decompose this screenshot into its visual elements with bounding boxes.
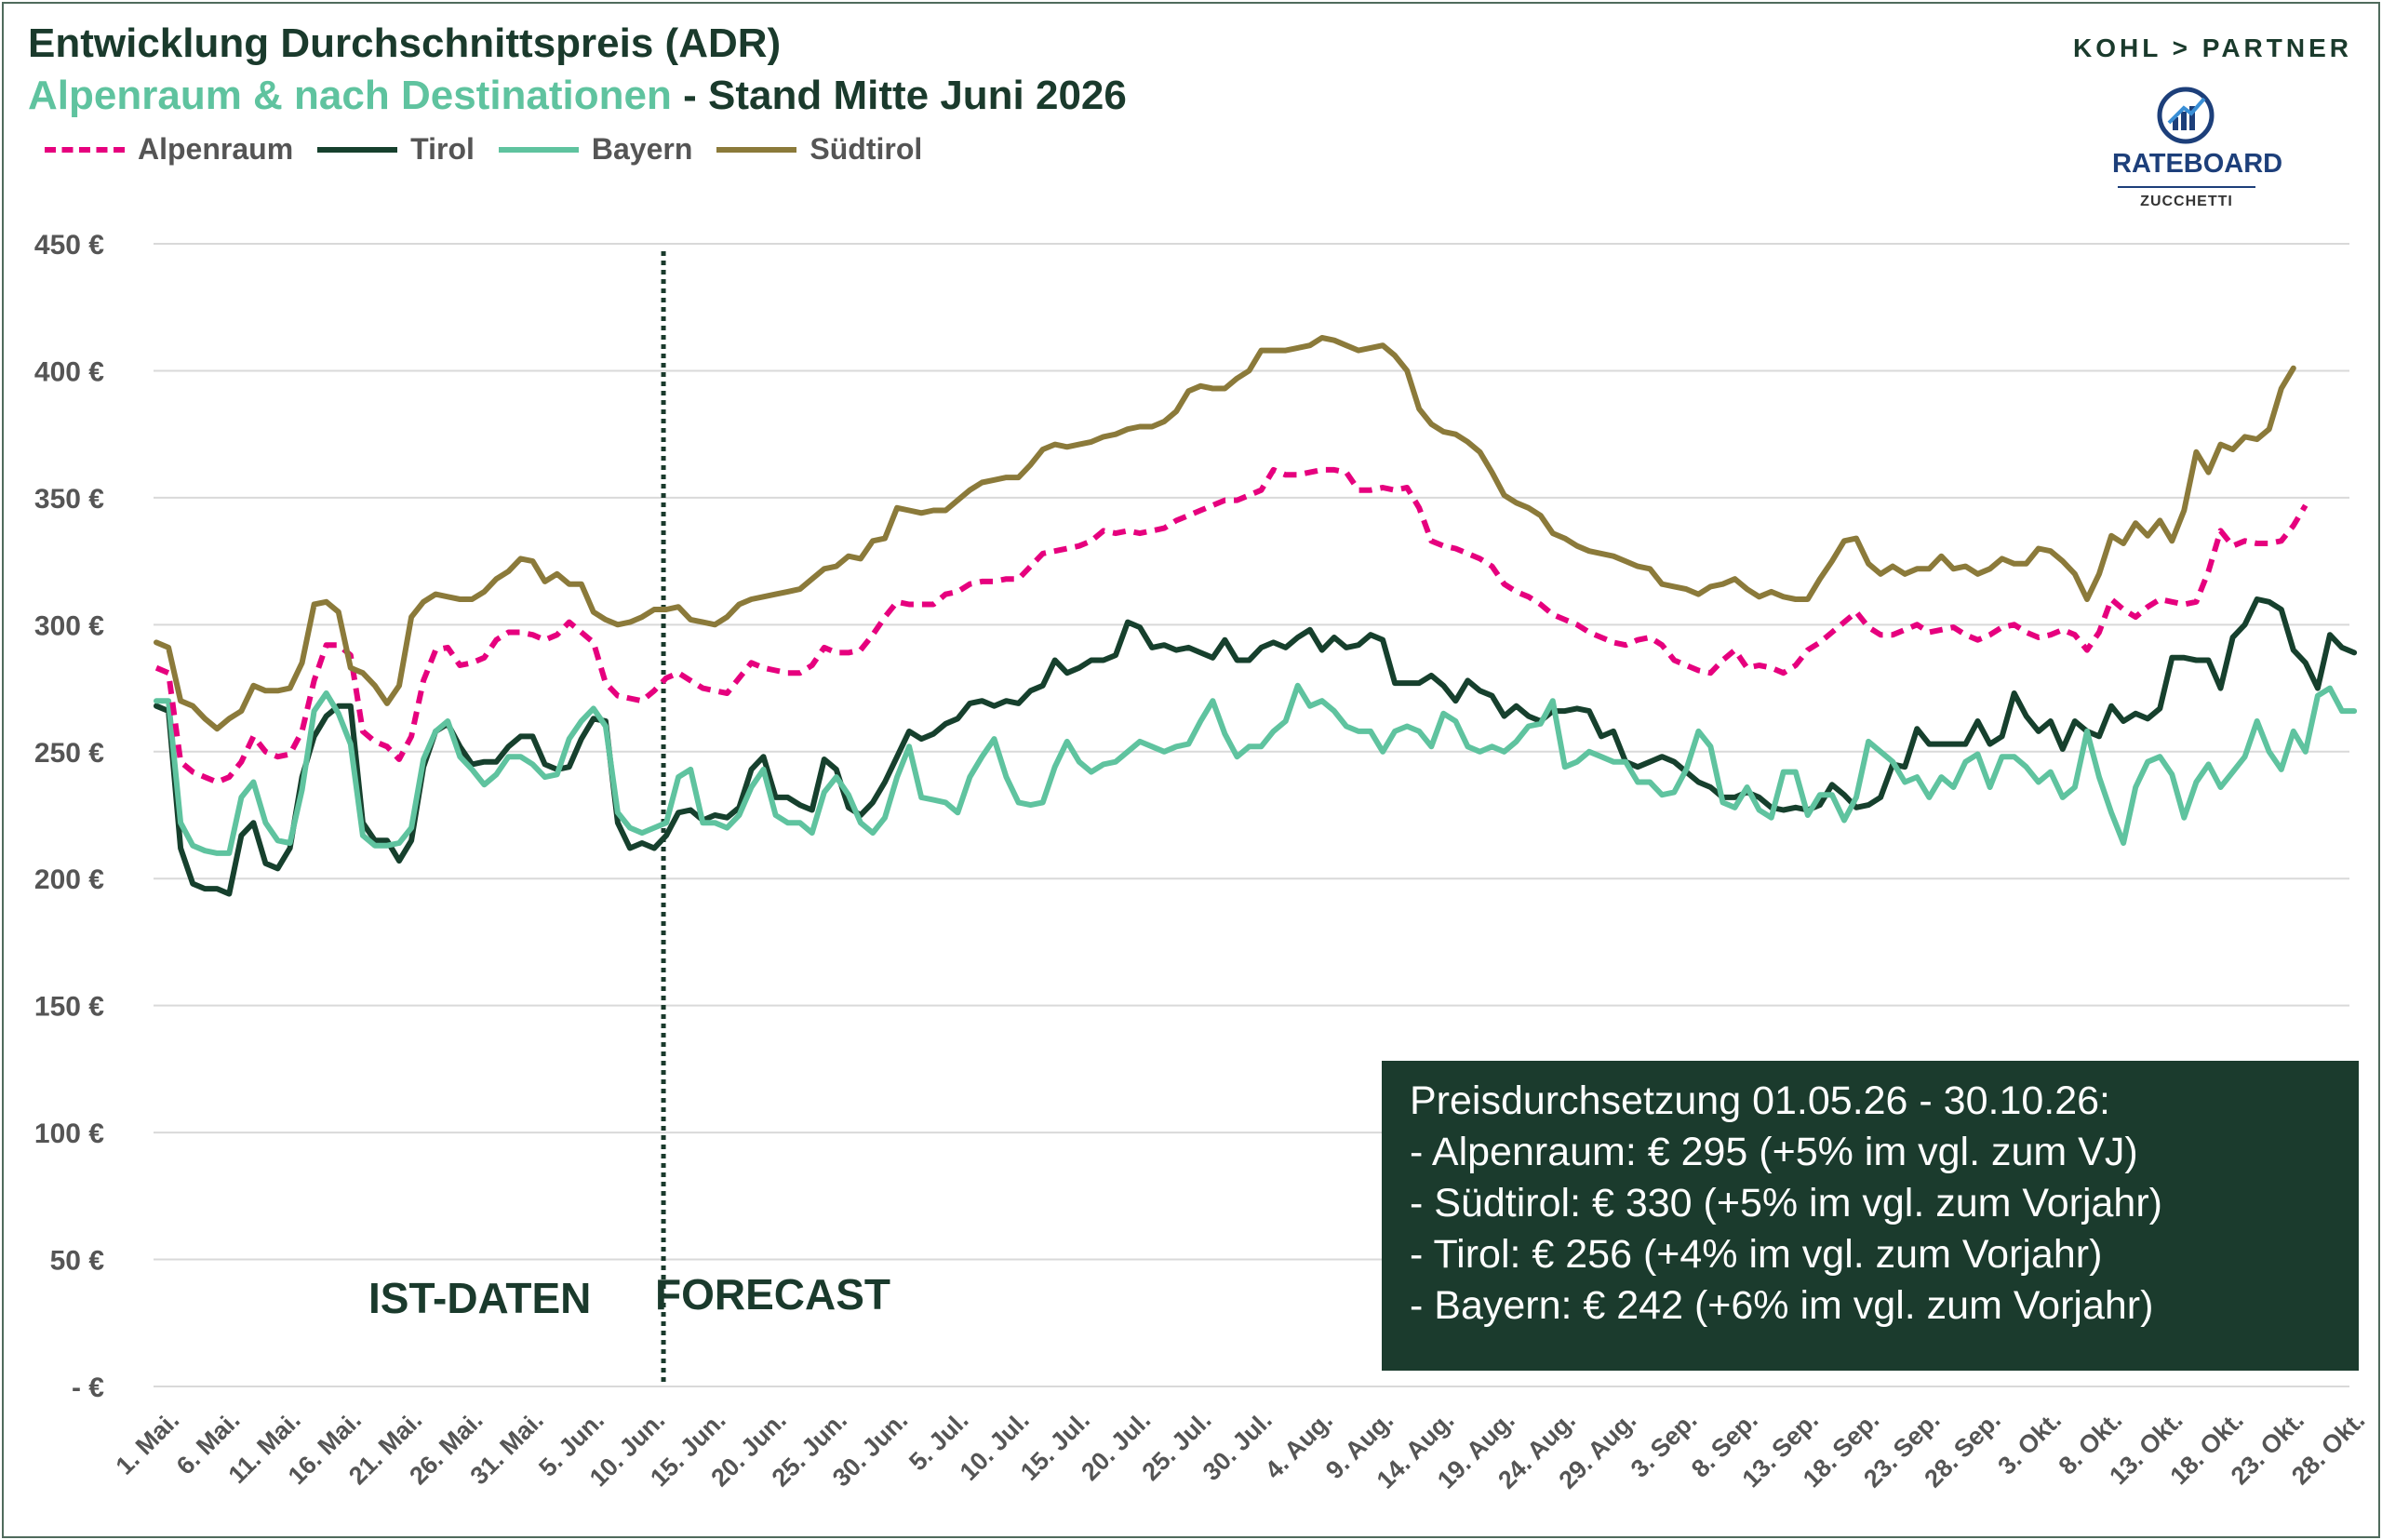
y-tick-label: 200 € [34,864,104,895]
legend-swatch-tirol [317,146,398,153]
y-tick-label: 150 € [34,992,104,1023]
chart-subtitle: Alpenraum & nach Destinationen - Stand M… [28,73,1127,119]
actual-data-label: IST-DATEN [368,1274,592,1322]
y-tick-label: 300 € [34,610,104,641]
legend-label-alpenraum: Alpenraum [138,132,294,166]
summary-line-tirol: - Tirol: € 256 (+4% im vgl. zum Vorjahr) [1410,1232,2103,1277]
legend-label-suedtirol: Südtirol [810,132,923,166]
x-tick-label: 3. Sep. [1626,1406,1703,1483]
rateboard-logo-sub: ZUCCHETTI [2140,194,2233,209]
summary-box: Preisdurchsetzung 01.05.26 - 30.10.26: -… [1382,1061,2359,1371]
y-tick-label: - € [72,1373,104,1403]
y-tick-label: 350 € [34,484,104,515]
summary-line-suedtirol: - Südtirol: € 330 (+5% im vgl. zum Vorja… [1410,1181,2162,1225]
x-tick-label: 3. Okt. [1992,1406,2067,1480]
legend-item-bayern: Bayern [498,132,693,167]
legend: Alpenraum Tirol Bayern Südtirol [45,132,922,167]
legend-label-bayern: Bayern [591,132,693,166]
series-line-suedtirol [154,335,2296,732]
legend-swatch-bayern [498,146,579,153]
x-tick-label: 1. Mai. [111,1406,185,1480]
chart-title: Entwicklung Durchschnittspreis (ADR) [28,20,782,66]
x-tick-label: 30. Jul. [1198,1406,1278,1486]
legend-item-suedtirol: Südtirol [716,132,922,167]
rateboard-logo-icon [2157,87,2215,144]
subtitle-region: Alpenraum & nach Destinationen [28,73,672,118]
y-tick-label: 50 € [50,1246,105,1277]
legend-label-tirol: Tirol [410,132,475,166]
legend-swatch-alpenraum [45,146,125,153]
series-line-alpenraum [154,466,2308,785]
y-tick-label: 400 € [34,356,104,387]
legend-item-tirol: Tirol [317,132,475,167]
summary-line-bayern: - Bayern: € 242 (+6% im vgl. zum Vorjahr… [1410,1283,2154,1328]
summary-line-alpenraum: - Alpenraum: € 295 (+5% im vgl. zum VJ) [1410,1130,2138,1174]
y-tick-label: 250 € [34,738,104,769]
x-tick-label: 4. Aug. [1260,1406,1338,1484]
y-tick-label: 100 € [34,1118,104,1149]
summary-title: Preisdurchsetzung 01.05.26 - 30.10.26: [1410,1078,2111,1123]
rateboard-logo-divider [2118,186,2255,188]
forecast-label: FORECAST [655,1270,890,1319]
rateboard-logo-name: RATEBOARD [2112,149,2283,179]
subtitle-date: - Stand Mitte Juni 2026 [671,73,1127,118]
legend-swatch-suedtirol [716,146,797,153]
y-tick-label: 450 € [34,230,104,261]
company-logo-text: KOHL > PARTNER [2073,33,2352,62]
series-line-bayern [154,682,2358,856]
legend-item-alpenraum: Alpenraum [45,132,293,167]
series-line-tirol [154,596,2358,897]
